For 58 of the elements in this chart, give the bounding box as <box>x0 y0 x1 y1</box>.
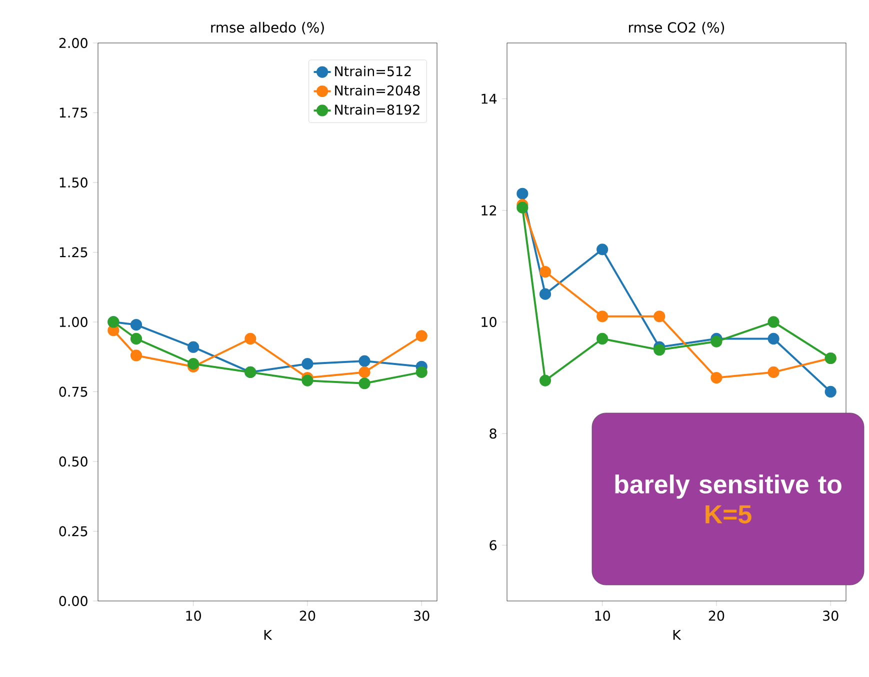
y-tick-label: 1.25 <box>60 247 88 258</box>
x-axis-title: K <box>264 630 272 640</box>
point <box>302 374 314 386</box>
point <box>768 366 780 378</box>
y-tick-label: 6 <box>490 540 496 550</box>
point <box>358 378 370 390</box>
point <box>358 355 370 367</box>
legend-label: Ntrain=512 <box>335 66 411 76</box>
point <box>596 244 608 256</box>
point <box>539 288 552 300</box>
point <box>768 316 780 328</box>
y-tick-label: 0.25 <box>59 526 88 536</box>
x-tick-label: 10 <box>186 610 201 621</box>
point <box>710 336 722 348</box>
y-tick-label: 12 <box>482 205 496 216</box>
point <box>654 310 666 322</box>
y-tick-label: 2.00 <box>59 38 88 48</box>
point <box>188 358 200 370</box>
x-tick-label: 30 <box>823 610 838 621</box>
y-tick-label: 8 <box>490 428 496 439</box>
x-tick-label: 10 <box>595 610 610 621</box>
chart-title: rmse CO2 (%) <box>629 22 724 34</box>
x-tick-label: 30 <box>414 610 430 621</box>
point <box>596 332 608 345</box>
y-tick-label: 1.75 <box>60 108 88 118</box>
y-tick-label: 0.00 <box>59 596 88 606</box>
point <box>710 372 722 384</box>
point <box>516 188 528 200</box>
point <box>130 318 142 331</box>
point <box>302 358 314 370</box>
annotation: K=5 <box>706 505 752 524</box>
point <box>824 386 836 398</box>
point <box>539 374 552 386</box>
point <box>596 310 608 322</box>
point <box>244 332 256 345</box>
point <box>130 332 142 345</box>
point <box>130 350 142 362</box>
y-tick-label: 10 <box>482 316 496 328</box>
y-tick-label: 1.50 <box>60 177 88 188</box>
point <box>654 344 666 356</box>
point <box>539 266 552 278</box>
x-tick-label: 20 <box>708 610 724 621</box>
y-tick-label: 1.00 <box>60 316 88 328</box>
annotation: barely sensitive to <box>615 474 842 499</box>
x-tick-label: 20 <box>300 610 316 621</box>
chart-title: rmse albedo (%) <box>211 22 324 34</box>
point <box>516 202 528 214</box>
x-axis-title: K <box>673 630 682 640</box>
y-tick-label: 14 <box>482 94 497 104</box>
point <box>416 366 428 378</box>
y-tick-label: 0.75 <box>59 386 88 397</box>
legend-label: Ntrain=2048 <box>335 85 420 96</box>
point <box>188 341 200 353</box>
point <box>768 332 780 345</box>
point <box>416 330 428 342</box>
legend-label: Ntrain=8192 <box>335 104 420 115</box>
point <box>358 366 370 378</box>
y-tick-label: 0.50 <box>59 456 88 467</box>
